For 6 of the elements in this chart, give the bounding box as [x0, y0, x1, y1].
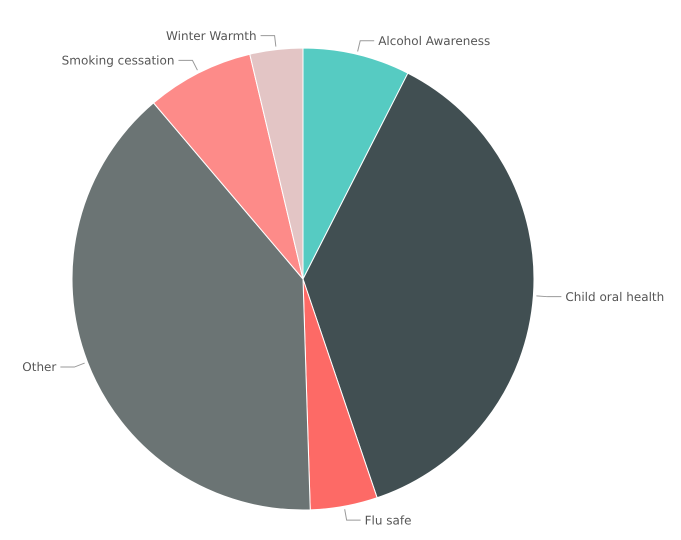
- slice-label: Smoking cessation: [62, 54, 174, 68]
- slice-label: Winter Warmth: [166, 28, 257, 43]
- slice-label: Alcohol Awareness: [378, 34, 490, 48]
- slice-label: Flu safe: [364, 513, 412, 528]
- slice-label: Other: [22, 360, 56, 374]
- slice-label: Child oral health: [565, 290, 664, 304]
